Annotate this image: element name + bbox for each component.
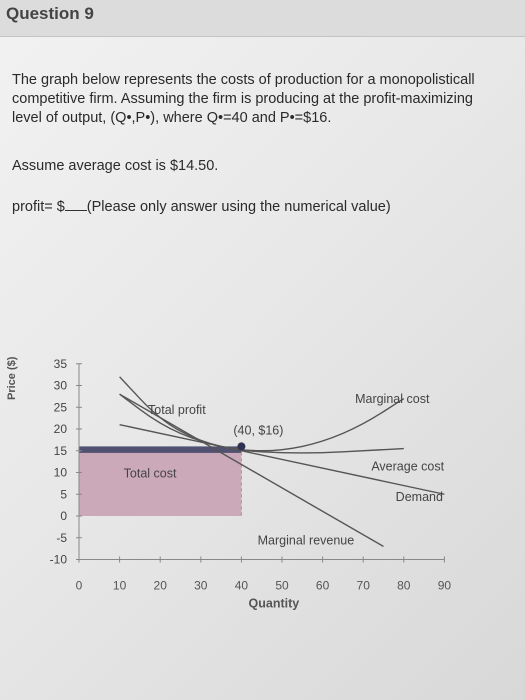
x-tick-label: 20 xyxy=(154,579,168,593)
demand-label: Demand xyxy=(396,490,443,504)
total-profit-region xyxy=(79,446,242,453)
question-text: The graph below represents the costs of … xyxy=(12,71,525,128)
question-line-3: level of output, (Q•,P•), where Q•=40 an… xyxy=(12,110,332,126)
y-tick-label: 5 xyxy=(60,487,67,501)
x-tick-label: 40 xyxy=(235,579,249,593)
y-tick-label: 0 xyxy=(60,509,67,523)
x-axis-label: Quantity xyxy=(249,597,300,611)
average-cost-label: Average cost xyxy=(371,459,444,473)
x-tick-label: 0 xyxy=(76,579,83,593)
total-cost-label: Total cost xyxy=(124,467,177,481)
average-cost-statement: Assume average cost is $14.50. xyxy=(12,158,219,174)
x-tick-label: 60 xyxy=(316,579,330,593)
x-tick-label: 10 xyxy=(113,579,127,593)
demand-curve xyxy=(119,423,445,495)
question-title: Question 9 xyxy=(6,4,94,23)
y-tick-label: -10 xyxy=(50,553,68,567)
y-tick-label: 10 xyxy=(54,466,68,480)
y-tick-label: -5 xyxy=(56,531,67,545)
x-tick-label: 30 xyxy=(194,579,208,593)
equilibrium-point xyxy=(237,442,246,451)
profit-instruction: (Please only answer using the numerical … xyxy=(86,199,391,215)
y-tick-label: 30 xyxy=(54,379,68,393)
marginal-cost-label: Marginal cost xyxy=(355,392,430,406)
average-cost-curve xyxy=(119,393,404,454)
equilibrium-point-label: (40, $16) xyxy=(233,423,283,437)
profit-answer-line: profit= $ (Please only answer using the n… xyxy=(12,199,391,215)
question-line-1: The graph below represents the costs of … xyxy=(12,72,475,88)
question-header: Question 9 xyxy=(0,0,525,37)
x-tick-label: 80 xyxy=(397,579,411,593)
x-tick-label: 90 xyxy=(438,579,452,593)
total-profit-label: Total profit xyxy=(148,403,206,417)
y-tick-label: 35 xyxy=(54,357,68,371)
profit-answer-blank[interactable] xyxy=(64,210,87,211)
y-tick-label: 25 xyxy=(54,400,68,414)
x-tick-label: 50 xyxy=(275,579,289,593)
total-cost-region xyxy=(79,452,242,516)
x-tick-label: 70 xyxy=(357,579,371,593)
y-tick-label: 15 xyxy=(54,444,68,458)
marginal-revenue-label: Marginal revenue xyxy=(258,533,355,547)
question-line-2: competitive firm. Assuming the firm is p… xyxy=(12,91,473,107)
profit-prefix: profit= $ xyxy=(12,199,65,215)
y-tick-label: 20 xyxy=(54,422,68,436)
